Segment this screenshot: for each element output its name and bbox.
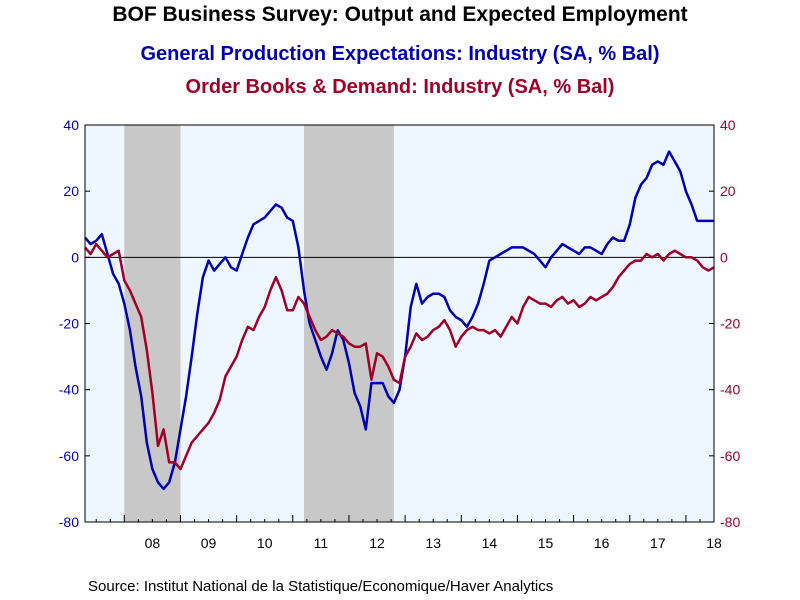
right-y-tick-label: -40: [720, 382, 740, 398]
right-y-tick-label: -20: [720, 316, 740, 332]
plot-area: [85, 125, 714, 522]
x-tick-label: 08: [145, 535, 161, 551]
right-y-tick-label: 20: [720, 183, 736, 199]
x-tick-label: 16: [594, 535, 610, 551]
series-lines: [84, 150, 715, 491]
source-note: Source: Institut National de la Statisti…: [88, 578, 554, 595]
x-tick-label: 13: [425, 535, 441, 551]
left-y-tick-label: 20: [63, 183, 79, 199]
left-y-tick-label: 0: [71, 249, 79, 265]
x-tick-label: 10: [257, 535, 273, 551]
x-tick-label: 18: [706, 535, 722, 551]
recession-bands: [124, 125, 394, 522]
x-tick-label: 11: [314, 535, 329, 551]
right-y-tick-label: 40: [720, 117, 736, 133]
right-y-tick-label: -80: [720, 514, 740, 530]
series-2-legend: Order Books & Demand: Industry (SA, % Ba…: [185, 76, 615, 98]
series-line-2: [84, 242, 715, 471]
series-1-legend: General Production Expectations: Industr…: [140, 43, 660, 65]
left-y-tick-label: 40: [63, 117, 79, 133]
series-line-1: [84, 150, 714, 491]
left-y-tick-label: -80: [59, 514, 79, 530]
left-y-tick-label: -20: [59, 316, 79, 332]
x-tick-label: 12: [369, 535, 385, 551]
recession-band-1: [124, 125, 181, 522]
right-y-tick-label: -60: [720, 448, 740, 464]
x-tick-label: 17: [650, 535, 666, 551]
left-y-tick-label: -60: [59, 448, 79, 464]
recession-band-2: [304, 125, 394, 522]
x-tick-label: 14: [482, 535, 498, 551]
right-y-tick-label: 0: [720, 249, 728, 265]
left-y-tick-label: -40: [59, 382, 79, 398]
chart-title: BOF Business Survey: Output and Expected…: [112, 3, 688, 26]
x-tick-label: 09: [201, 535, 217, 551]
x-tick-label: 15: [538, 535, 554, 551]
axes: 40 40 20 20 0 0 -20 -20 -40 -40 -60 -60 -80 -80 08 09 10…: [59, 117, 741, 551]
